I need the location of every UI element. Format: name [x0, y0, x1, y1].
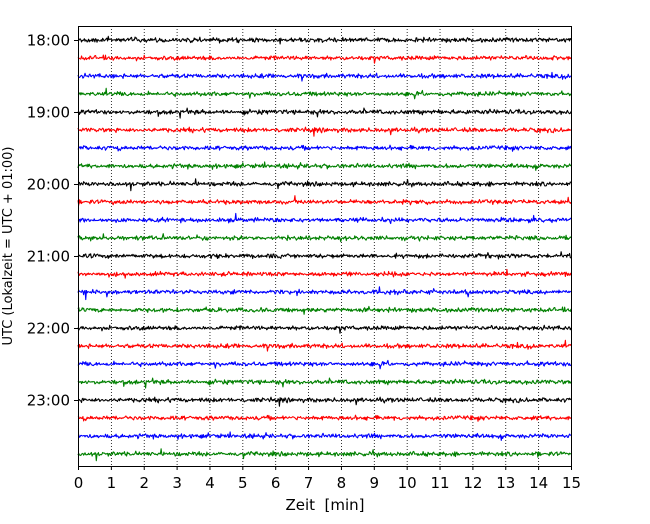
grid-layer — [110, 26, 540, 466]
x-tick-label: 8 — [337, 474, 347, 492]
trace-2030 — [77, 212, 572, 225]
x-tick-label: 15 — [562, 474, 581, 492]
y-axis: 18:00 19:00 20:00 21:00 22:00 23:00 — [27, 32, 78, 410]
x-tick-label: 14 — [529, 474, 548, 492]
y-tick-label: 21:00 — [27, 248, 70, 266]
trace-2230 — [77, 359, 572, 370]
trace-2300 — [77, 396, 572, 407]
y-axis-label: UTC (Lokalzeit = UTC + 01:00) — [1, 147, 16, 346]
trace-2100 — [77, 251, 572, 260]
x-tick-label: 12 — [463, 474, 482, 492]
x-tick-label: 4 — [205, 474, 215, 492]
trace-1900 — [77, 107, 572, 119]
x-tick-label: 5 — [238, 474, 248, 492]
trace-1945 — [77, 161, 572, 171]
trace-1845 — [77, 87, 572, 100]
trace-layer — [77, 35, 572, 462]
trace-1815 — [77, 54, 572, 64]
trace-1830 — [77, 71, 572, 82]
trace-1800 — [77, 35, 572, 45]
y-tick-label: 22:00 — [27, 320, 70, 338]
trace-2115 — [77, 268, 572, 279]
x-tick-label: 9 — [370, 474, 380, 492]
trace-2015 — [77, 195, 572, 206]
x-tick-label: 13 — [496, 474, 515, 492]
x-tick-label: 2 — [139, 474, 149, 492]
trace-2215 — [77, 339, 572, 352]
x-tick-label: 10 — [398, 474, 417, 492]
trace-2045 — [77, 233, 572, 243]
y-tick-label: 23:00 — [27, 392, 70, 410]
y-tick-label: 19:00 — [27, 104, 70, 122]
y-tick-label: 20:00 — [27, 176, 70, 194]
trace-2145 — [77, 305, 572, 315]
trace-2200 — [77, 324, 572, 334]
x-tick-label: 11 — [430, 474, 449, 492]
trace-1930 — [77, 144, 572, 152]
x-tick-label: 0 — [74, 474, 84, 492]
x-tick-label: 6 — [271, 474, 281, 492]
trace-1915 — [77, 126, 572, 137]
x-tick-label: 1 — [107, 474, 117, 492]
trace-2130 — [77, 286, 572, 301]
x-axis: 0 1 2 3 4 5 6 7 8 9 10 11 12 13 14 15 — [74, 466, 581, 492]
plot-frame — [78, 26, 572, 467]
x-tick-label: 3 — [172, 474, 182, 492]
trace-2245 — [77, 377, 572, 389]
trace-2315 — [77, 414, 572, 422]
x-tick-label: 7 — [304, 474, 314, 492]
trace-2345 — [77, 448, 572, 462]
trace-2330 — [77, 431, 572, 441]
y-tick-label: 18:00 — [27, 32, 70, 50]
trace-2000 — [77, 178, 572, 192]
x-axis-label: Zeit [min] — [285, 496, 364, 514]
